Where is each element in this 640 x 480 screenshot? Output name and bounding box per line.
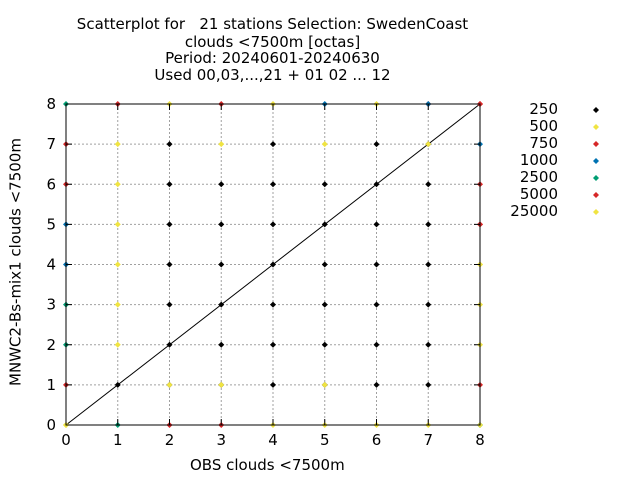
data-point <box>373 301 380 308</box>
data-point <box>321 181 328 188</box>
x-tick-label: 2 <box>165 431 175 449</box>
legend-label: 1000 <box>519 151 558 169</box>
data-point <box>373 221 380 228</box>
legend-marker <box>593 209 599 215</box>
data-point <box>114 381 121 388</box>
data-point <box>425 301 432 308</box>
y-tick-label: 0 <box>46 416 56 434</box>
legend-marker <box>593 107 599 113</box>
legend-marker <box>593 192 599 198</box>
data-point <box>166 141 173 148</box>
data-point <box>321 301 328 308</box>
data-points <box>63 101 483 428</box>
data-point <box>270 261 276 268</box>
data-point <box>270 301 276 308</box>
x-tick-label: 5 <box>320 431 330 449</box>
data-point <box>166 301 173 308</box>
legend-label: 250 <box>529 100 558 118</box>
data-point <box>373 181 380 188</box>
data-point <box>270 341 276 348</box>
data-point <box>114 141 121 148</box>
y-tick-label: 6 <box>46 175 56 193</box>
legend-marker <box>593 124 599 130</box>
data-point <box>114 261 121 268</box>
data-point <box>270 381 276 388</box>
data-point <box>270 221 276 228</box>
data-point <box>321 261 328 268</box>
data-point <box>425 141 432 148</box>
data-point <box>218 301 225 308</box>
data-point <box>166 381 173 388</box>
chart-title-line-2: clouds <7500m [octas] <box>184 33 361 51</box>
data-point <box>218 221 225 228</box>
legend-label: 750 <box>529 134 558 152</box>
x-tick-label: 4 <box>268 431 278 449</box>
data-point <box>373 261 380 268</box>
y-axis-title: MNWC2-Bs-mix1 clouds <7500m <box>6 138 25 386</box>
data-point <box>321 221 328 228</box>
data-point <box>166 261 173 268</box>
legend-label: 25000 <box>510 202 558 220</box>
y-tick-label: 7 <box>46 135 56 153</box>
data-point <box>321 141 328 148</box>
data-point <box>218 181 225 188</box>
legend-marker <box>593 158 599 164</box>
data-point <box>218 381 225 388</box>
y-tick-label: 2 <box>46 336 56 354</box>
chart-title-line-3: Period: 20240601-20240630 <box>165 49 380 67</box>
data-point <box>166 181 173 188</box>
y-tick-label: 5 <box>46 215 56 233</box>
chart-title-line-4: Used 00,03,...,21 + 01 02 ... 12 <box>154 66 391 84</box>
legend-label: 5000 <box>519 185 558 203</box>
legend-marker <box>593 175 599 181</box>
data-point <box>373 381 380 388</box>
data-point <box>425 181 432 188</box>
x-tick-label: 0 <box>61 431 71 449</box>
data-point <box>321 341 328 348</box>
legend-markers <box>593 107 599 215</box>
data-point <box>270 181 276 188</box>
data-point <box>114 221 121 228</box>
data-point <box>425 221 432 228</box>
y-tick-label: 8 <box>46 95 56 113</box>
data-point <box>218 261 225 268</box>
x-tick-label: 6 <box>372 431 382 449</box>
chart-title-line-1: Scatterplot for 21 stations Selection: S… <box>76 15 469 33</box>
tick-marks <box>65 103 481 426</box>
data-point <box>425 261 432 268</box>
data-point <box>114 181 121 188</box>
data-point <box>270 141 276 148</box>
tick-labels: 0 1 2 3 4 5 6 7 8 0 1 2 3 4 5 6 7 8 <box>46 95 484 449</box>
y-tick-label: 4 <box>46 256 56 274</box>
y-tick-label: 1 <box>46 376 56 394</box>
legend-label: 2500 <box>519 168 558 186</box>
data-point <box>373 341 380 348</box>
x-tick-label: 8 <box>475 431 485 449</box>
data-point <box>425 341 432 348</box>
data-point <box>114 341 121 348</box>
x-axis-title: OBS clouds <7500m <box>190 456 345 474</box>
x-tick-label: 1 <box>113 431 123 449</box>
data-point <box>425 381 432 388</box>
data-point <box>218 141 225 148</box>
y-tick-label: 3 <box>46 296 56 314</box>
data-point <box>218 341 225 348</box>
x-tick-label: 7 <box>423 431 433 449</box>
data-point <box>166 221 173 228</box>
data-point <box>114 301 121 308</box>
data-point <box>321 381 328 388</box>
legend-marker <box>593 141 599 147</box>
data-point <box>373 141 380 148</box>
data-point <box>166 341 173 348</box>
legend-label: 500 <box>529 117 558 135</box>
x-tick-label: 3 <box>216 431 226 449</box>
